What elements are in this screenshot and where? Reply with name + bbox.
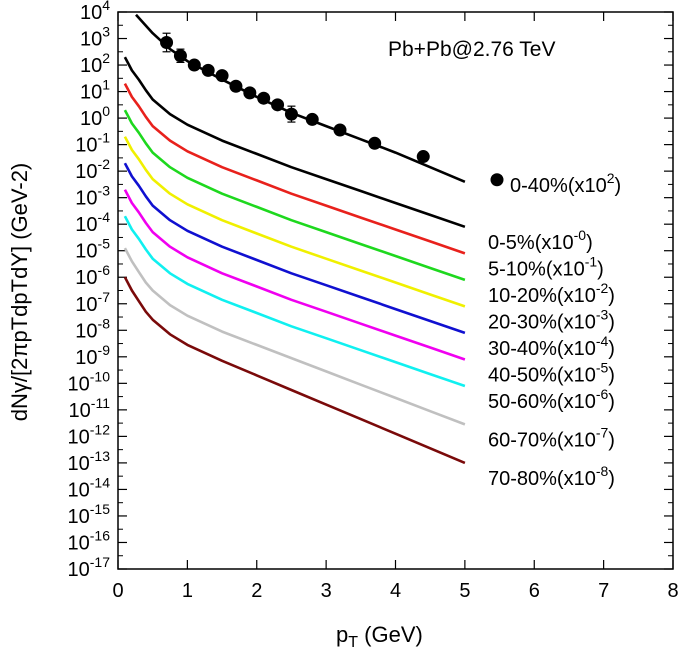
x-tick-label: 4 xyxy=(390,580,401,602)
series-lines xyxy=(123,13,466,465)
data-point xyxy=(305,112,319,126)
series-line xyxy=(123,247,466,426)
series-line xyxy=(123,56,466,229)
series-line xyxy=(123,276,466,465)
series-label: 10-20%(x10-2) xyxy=(488,280,615,307)
y-tick-label: 10-16 xyxy=(68,527,111,554)
x-axis-title-subscript: T xyxy=(348,634,358,651)
y-tick-label: 10-7 xyxy=(75,289,110,316)
y-tick-label: 10-5 xyxy=(75,236,110,263)
collision-annotation: Pb+Pb@2.76 TeV xyxy=(388,38,555,61)
data-point xyxy=(243,86,257,100)
y-tick-label: 10-2 xyxy=(75,156,110,183)
y-tick-label: 103 xyxy=(80,24,110,51)
series-line xyxy=(123,162,466,335)
data-point xyxy=(201,63,215,77)
series-label: 0-5%(x10-0) xyxy=(488,227,593,254)
y-tick-label: 10-9 xyxy=(75,342,110,369)
series-label: 5-10%(x10-1) xyxy=(488,253,604,280)
series-label: 40-50%(x10-5) xyxy=(488,359,615,386)
y-tick-label: 10-8 xyxy=(75,315,110,342)
y-tick-label: 10-17 xyxy=(68,554,111,581)
series-line xyxy=(123,109,466,282)
y-tick-label: 102 xyxy=(80,50,110,77)
data-point xyxy=(229,79,243,93)
series-label: 20-30%(x10-3) xyxy=(488,306,615,333)
x-axis-title-rest: (GeV) xyxy=(358,622,423,647)
x-tick-label: 2 xyxy=(251,580,262,602)
x-tick-label: 1 xyxy=(182,580,193,602)
y-tick-label: 10-13 xyxy=(68,448,111,475)
y-tick-label: 10-10 xyxy=(68,368,111,395)
x-tick-label: 3 xyxy=(321,580,332,602)
y-tick-label: 10-14 xyxy=(68,474,111,501)
series-label: 60-70%(x10-7) xyxy=(488,424,615,451)
data-point xyxy=(333,123,347,137)
x-tick-label: 6 xyxy=(529,580,540,602)
y-tick-label: 10-15 xyxy=(68,501,111,528)
data-point xyxy=(187,58,201,72)
data-point xyxy=(416,150,430,164)
y-tick-label: 10-12 xyxy=(68,421,111,448)
data-point xyxy=(271,98,285,112)
x-tick-label: 7 xyxy=(598,580,609,602)
data-point xyxy=(368,136,382,150)
x-tick-label: 0 xyxy=(112,580,123,602)
series-label: 0-40%(x102) xyxy=(510,170,621,197)
y-tick-label: 10-11 xyxy=(69,395,111,422)
series-label: 70-80%(x10-8) xyxy=(488,463,615,490)
data-point xyxy=(215,69,229,83)
axis-ticks: 0 1 2 3 4 5 6 7 8 10410310210110010-110-210-310-4… xyxy=(68,0,679,602)
y-tick-label: 10-3 xyxy=(75,183,110,210)
x-axis-title-main: p xyxy=(336,622,348,647)
legend-marker xyxy=(490,173,504,187)
x-tick-label: 8 xyxy=(667,580,678,602)
series-line xyxy=(123,189,466,361)
series-label: 30-40%(x10-4) xyxy=(488,333,615,360)
y-tick-label: 10-6 xyxy=(75,262,110,289)
series-line xyxy=(123,82,466,255)
data-point xyxy=(284,107,298,121)
y-tick-label: 104 xyxy=(80,0,110,24)
y-axis-title: dNγ/[2πpTdpTdY] (GeV-2) xyxy=(7,163,32,422)
legend: 0-40%(x102) 0-5%(x10-0)5-10%(x10-1)10-20%… xyxy=(488,170,621,490)
series-line xyxy=(123,136,466,308)
y-tick-label: 10-1 xyxy=(75,130,110,157)
series-label: 50-60%(x10-6) xyxy=(488,386,615,413)
data-points xyxy=(160,32,430,164)
series-line xyxy=(123,215,466,388)
x-tick-label: 5 xyxy=(459,580,470,602)
data-point xyxy=(173,49,187,63)
y-tick-label: 101 xyxy=(80,77,110,104)
y-tick-label: 100 xyxy=(80,103,110,130)
x-axis-title: pT (GeV) xyxy=(336,622,423,651)
data-point xyxy=(160,36,174,50)
data-point xyxy=(257,91,271,105)
y-tick-label: 10-4 xyxy=(75,209,110,236)
